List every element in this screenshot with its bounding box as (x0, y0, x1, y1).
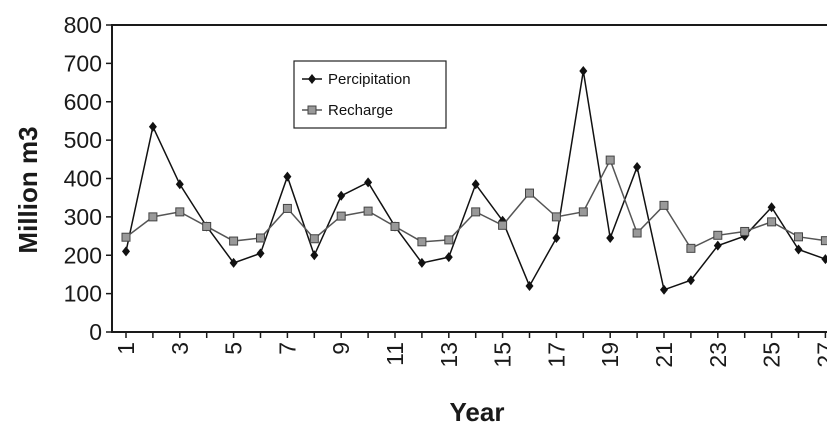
data-point-square (578, 207, 588, 217)
x-tick-label: 11 (382, 342, 408, 366)
y-tick-label: 100 (64, 281, 102, 307)
data-point-diamond (256, 248, 265, 259)
series-percipitation (122, 66, 827, 295)
y-tick-label: 700 (64, 50, 102, 76)
y-tick-label: 600 (64, 89, 102, 115)
legend-marker-diamond-icon (308, 74, 316, 84)
data-point-square (363, 206, 373, 216)
data-point-square (121, 232, 131, 242)
x-tick-label: 17 (543, 342, 569, 368)
data-point-square (632, 228, 642, 238)
y-tick-label: 500 (64, 127, 102, 153)
data-point-square (390, 221, 400, 231)
legend-label-percipitation: Percipitation (328, 71, 411, 88)
x-axis: 1 3 5 7 9 11 13 15 17 19 21 23 25 27 (113, 332, 827, 368)
legend-box (293, 60, 447, 129)
data-point-square (336, 211, 346, 221)
data-point-square (794, 232, 803, 242)
plot-border (111, 24, 827, 333)
x-tick-label: 15 (490, 342, 516, 368)
y-tick-label: 400 (64, 166, 102, 192)
x-tick-label: 23 (705, 342, 731, 368)
x-tick-label: 19 (597, 342, 623, 368)
data-point-square (309, 234, 319, 244)
data-point-diamond (148, 121, 157, 132)
data-point-diamond (633, 161, 642, 172)
data-point-square (525, 188, 534, 198)
y-axis: 0 100 200 300 400 500 600 700 800 (64, 12, 112, 345)
data-point-diamond (175, 179, 184, 190)
y-tick-label: 300 (64, 204, 102, 230)
data-point-diamond (417, 257, 426, 268)
data-point-diamond (364, 177, 373, 188)
data-point-diamond (579, 66, 588, 77)
data-point-diamond (229, 257, 238, 268)
data-point-diamond (122, 246, 130, 257)
data-point-diamond (686, 275, 695, 286)
legend-marker-square-icon (307, 105, 317, 115)
data-point-square (202, 221, 212, 231)
data-point-square (767, 217, 777, 227)
data-point-diamond (337, 190, 346, 201)
x-tick-label: 9 (328, 342, 354, 355)
x-tick-label: 21 (651, 342, 677, 368)
data-point-square (148, 212, 158, 222)
data-point-square (256, 233, 265, 243)
data-point-square (444, 235, 454, 245)
data-point-diamond (794, 244, 803, 255)
x-tick-label: 25 (759, 342, 785, 368)
data-point-diamond (444, 252, 453, 263)
data-point-diamond (310, 250, 319, 261)
y-tick-label: 0 (89, 319, 102, 345)
y-tick-label: 800 (64, 12, 102, 38)
data-point-square (551, 212, 561, 222)
data-point-square (498, 220, 508, 230)
data-point-square (686, 243, 696, 253)
x-tick-label: 1 (113, 342, 139, 355)
data-point-square (605, 155, 615, 165)
data-point-diamond (767, 202, 776, 213)
data-point-diamond (713, 240, 722, 251)
x-tick-label: 13 (436, 342, 462, 368)
data-point-diamond (606, 232, 615, 243)
data-point-square (175, 207, 185, 217)
data-point-square (471, 207, 481, 217)
data-point-square (282, 203, 292, 213)
series-layer (121, 66, 827, 295)
x-tick-label: 7 (274, 342, 300, 355)
data-point-square (659, 200, 669, 210)
data-point-diamond (821, 254, 827, 265)
data-point-square (740, 226, 750, 236)
legend-label-recharge: Recharge (328, 102, 393, 119)
x-tick-label: 5 (221, 342, 247, 355)
x-axis-title: Year (450, 397, 505, 427)
data-point-diamond (525, 280, 534, 291)
legend-item-percipitation: Percipitation (302, 71, 411, 88)
y-tick-label: 200 (64, 242, 102, 268)
x-tick-label: 3 (167, 342, 193, 355)
data-point-square (417, 237, 427, 247)
data-point-square (713, 230, 723, 240)
legend-item-recharge: Recharge (302, 102, 393, 119)
series-recharge (121, 155, 827, 253)
data-point-diamond (283, 171, 292, 182)
data-point-square (229, 236, 239, 246)
plot-area (111, 24, 827, 333)
data-point-diamond (660, 284, 668, 295)
data-point-diamond (471, 179, 480, 190)
y-axis-title: Million m3 (13, 126, 43, 253)
data-point-square (820, 236, 827, 246)
data-point-diamond (552, 232, 561, 243)
x-tick-label: 27 (812, 342, 827, 368)
legend: Percipitation Recharge (293, 60, 447, 129)
